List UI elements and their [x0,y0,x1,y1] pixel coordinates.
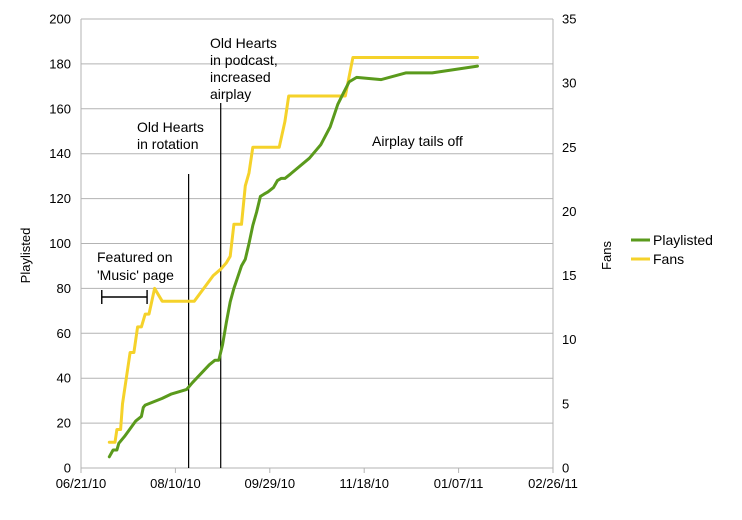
gridlines [81,18,553,424]
y-right-tick-label: 5 [562,396,569,411]
y-right-tick-label: 15 [562,268,576,283]
y-right-tick-label: 25 [562,140,576,155]
legend-label-fans: Fans [653,251,684,267]
y-left-tick-label: 180 [49,56,71,71]
x-tick-label: 08/10/10 [150,476,201,491]
series-lines [107,56,479,459]
x-tick-label: 01/07/11 [434,476,484,491]
y-left-tick-label: 0 [64,461,71,476]
y-right-tick-label: 35 [562,12,576,27]
annotation-text: airplay [210,86,251,102]
y-right-tick-label: 20 [562,204,576,219]
y-left-axis-title: Playlisted [18,228,33,284]
annotation-text: in rotation [137,136,198,152]
x-tick-label: 02/26/11 [528,476,578,491]
annotation-text: 'Music' page [97,267,174,283]
y-left-tick-label: 140 [49,146,71,161]
x-tick-label: 09/29/10 [244,476,295,491]
x-tick-label: 11/18/10 [339,476,389,491]
annotation-text: Airplay tails off [372,133,463,149]
x-tick-label: 06/21/10 [56,476,107,491]
y-right-axis-title: Fans [599,241,614,270]
y-left-tick-label: 40 [57,371,71,386]
y-left-tick-label: 200 [49,12,71,27]
series-line-fans [107,56,479,444]
annotation-text: increased [210,69,271,85]
y-right-tick-label: 10 [562,332,576,347]
y-left-tick-label: 60 [57,326,71,341]
annotation-text: Featured on [97,249,173,265]
y-right-tick-label: 0 [562,461,569,476]
series-line-playlisted [107,64,479,459]
legend-label-playlisted: Playlisted [653,232,713,248]
y-left-tick-label: 20 [57,416,71,431]
legend: Playlisted Fans [631,232,713,267]
annotation-text: Old Hearts [137,119,204,135]
y-right-tick-label: 30 [562,76,576,91]
axes: 0 20 40 60 80 100 120 140 160 180 200 0 5 10 15 20 25 30 3… [18,12,614,492]
y-left-tick-label: 100 [49,236,71,251]
y-left-tick-label: 120 [49,191,71,206]
y-left-tick-label: 160 [49,101,71,116]
annotation-text: Old Hearts [210,35,277,51]
y-left-tick-label: 80 [57,281,71,296]
annotation-text: in podcast, [210,52,278,68]
